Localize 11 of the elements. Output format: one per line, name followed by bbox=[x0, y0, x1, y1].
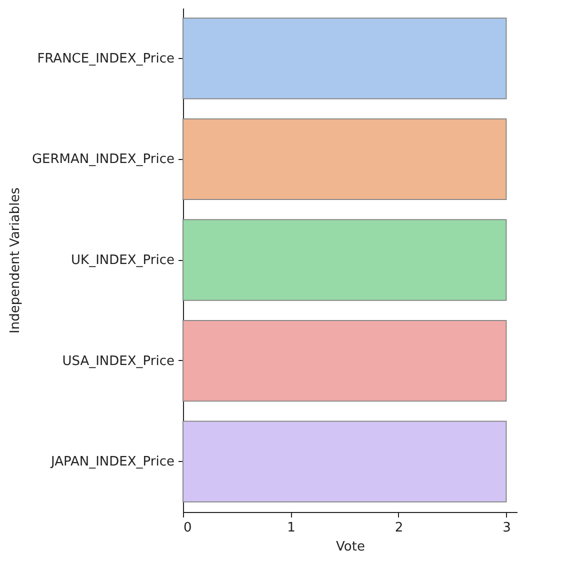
x-tick-label: 1 bbox=[287, 520, 296, 536]
x-tick-label: 3 bbox=[502, 520, 511, 536]
y-tick-label: USA_INDEX_Price bbox=[62, 354, 174, 369]
x-axis-title: Vote bbox=[336, 540, 365, 554]
y-axis-title: Independent Variables bbox=[8, 187, 23, 334]
x-tick-label: 0 bbox=[184, 520, 192, 536]
y-tick-label: FRANCE_INDEX_Price bbox=[37, 51, 174, 66]
x-tick-label: 2 bbox=[394, 520, 404, 536]
y-tick-label: GERMAN_INDEX_Price bbox=[32, 152, 174, 168]
y-tick-label: UK_INDEX_Price bbox=[71, 253, 174, 268]
y-tick-label: JAPAN_INDEX_Price bbox=[50, 454, 174, 470]
